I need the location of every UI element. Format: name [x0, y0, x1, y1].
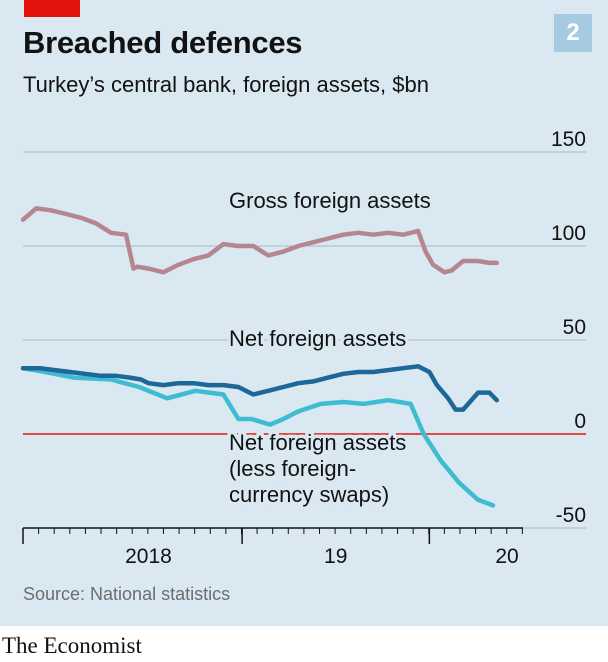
- x-tick-label: 19: [324, 545, 347, 568]
- x-tick-label: 20: [495, 545, 518, 568]
- chart-number-badge: 2: [554, 14, 592, 52]
- source-note: Source: National statistics: [23, 584, 231, 604]
- series-label: Net foreign assets: [229, 326, 406, 351]
- series-line-net-less-swaps: [20, 365, 496, 508]
- series-label-halo: Net foreign assets: [229, 326, 406, 351]
- brand-red-tab: [24, 0, 80, 17]
- chart-subtitle: Turkey’s central bank, foreign assets, $…: [23, 72, 429, 97]
- series-label: currency swaps): [229, 482, 389, 507]
- gridlines: 150 100 50 0 -50: [23, 128, 586, 529]
- series-label: (less foreign-: [229, 456, 356, 481]
- publisher-logo: The Economist: [2, 633, 142, 658]
- chart-title: Breached defences: [23, 25, 303, 60]
- series-label-halo: Gross foreign assets: [229, 188, 431, 213]
- x-tick-label: 2018: [125, 545, 172, 568]
- series-line-gross: [20, 206, 500, 275]
- series-label-halo: Net foreign assets: [229, 430, 406, 455]
- series-label-halo: currency swaps): [229, 482, 389, 507]
- y-tick-label: 150: [551, 128, 586, 151]
- y-tick-label: 0: [574, 410, 586, 433]
- series-lines: [20, 206, 500, 508]
- y-tick-label: -50: [556, 504, 586, 527]
- series-label-halo: (less foreign-: [229, 456, 356, 481]
- series-label: Net foreign assets: [229, 430, 406, 455]
- line-chart: 150 100 50 0 -50 2018 19 20 Gross foreign asse…: [20, 128, 586, 568]
- y-tick-label: 50: [563, 316, 586, 339]
- chart-panel: [0, 0, 608, 626]
- series-line-net: [20, 364, 500, 412]
- series-label: Gross foreign assets: [229, 188, 431, 213]
- y-tick-label: 100: [551, 222, 586, 245]
- x-axis: 2018 19 20: [22, 527, 523, 568]
